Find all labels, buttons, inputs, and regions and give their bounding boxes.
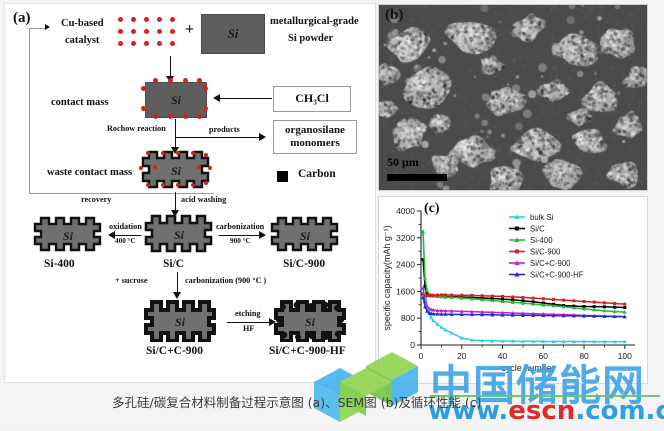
organosilane-box: organosilane monomers	[273, 120, 357, 154]
arrow-to-products-head	[259, 133, 266, 141]
contact-mass-block: Si	[145, 82, 207, 118]
arrow-carbonization-head	[259, 231, 266, 239]
arrow-carbonization	[219, 235, 261, 236]
sem-micrograph	[379, 5, 647, 190]
organosilane-line2: monomers	[290, 137, 340, 150]
recovery-frame-vertical	[29, 28, 30, 194]
svg-text:Si-400: Si-400	[530, 236, 553, 245]
watermark-cube-logo	[310, 352, 440, 426]
arrow-oxidation-head	[108, 231, 115, 239]
carbonization-label-line2: 900 °C	[230, 237, 251, 245]
carbonization-label-line1: carbonization	[216, 222, 264, 231]
catalyst-label-line2: catalyst	[65, 35, 99, 47]
svg-text:bulk Si: bulk Si	[530, 213, 554, 222]
svg-text:Si: Si	[174, 228, 185, 242]
svg-text:1600: 1600	[396, 286, 415, 296]
svg-text:Si: Si	[171, 164, 182, 178]
scale-bar	[387, 174, 447, 181]
svg-text:3200: 3200	[396, 233, 415, 243]
rochow-reaction-label: Rochow reaction	[107, 124, 166, 133]
waste-contact-mass-label: waste contact mass	[47, 167, 132, 179]
arrow-acid-washing	[175, 192, 176, 212]
scale-bar-label: 50 μm	[387, 155, 419, 170]
svg-text:specific capacity(mAh g⁻¹): specific capacity(mAh g⁻¹)	[382, 225, 392, 330]
svg-text:4000: 4000	[396, 206, 415, 216]
watermark-url-tld: .com.cn	[575, 396, 664, 426]
svg-text:Si/C-900: Si/C-900	[530, 248, 561, 257]
svg-text:800: 800	[401, 313, 415, 323]
arrow-sucrose-down	[177, 272, 178, 294]
arrow-etching	[227, 322, 271, 323]
carbonization900-label: carbonization (900 °C )	[185, 276, 266, 285]
recovery-label: recovery	[81, 195, 111, 204]
svg-text:Si: Si	[305, 315, 316, 329]
etching-label-line2: HF	[243, 324, 254, 333]
svg-text:Si: Si	[175, 315, 186, 329]
watermark-url-escn: escn	[508, 396, 575, 426]
si-powder-caption-line1: metallurgical-grade	[270, 16, 359, 28]
plus-sign-top: +	[185, 21, 194, 39]
sample-label-si-400: Si-400	[44, 258, 75, 271]
ch3cl-label: CH₃Cl	[295, 92, 329, 106]
si-powder-block-label: Si	[228, 26, 239, 42]
arrow-oxidation	[115, 235, 141, 236]
sucrose-label: + sucrose	[115, 276, 148, 285]
oxidation-label-line1: oxidation	[109, 222, 142, 231]
contact-mass-block-label: Si	[171, 93, 181, 108]
panel-a-label: (a)	[13, 10, 31, 27]
svg-text:Si/C+C-900: Si/C+C-900	[530, 259, 571, 268]
si-powder-caption-line2: Si powder	[288, 33, 333, 45]
arrow-to-contact-mass	[170, 56, 171, 78]
ch3cl-box: CH₃Cl	[273, 86, 351, 112]
figure-root: (a) recovery Cu-based catalyst + Si meta…	[0, 0, 664, 426]
sample-label-si-c: Si/C	[163, 258, 184, 271]
svg-text:0: 0	[410, 340, 415, 350]
svg-text:Si/C+C-900-HF: Si/C+C-900-HF	[530, 271, 584, 280]
figure-caption: 多孔硅/碳复合材料制备过程示意图 (a)、SEM图 (b)及循环性能 (c)	[112, 392, 481, 411]
recovery-frame-arrowhead	[45, 24, 50, 30]
si-400-particle: Si	[31, 216, 105, 254]
panel-b-label: (b)	[385, 7, 403, 24]
si-c-900-particle: Si	[268, 216, 342, 254]
products-label: products	[209, 125, 240, 134]
organosilane-line1: organosilane	[285, 124, 345, 137]
svg-text:2400: 2400	[396, 260, 415, 270]
si-c-c-900-particle: Si	[142, 300, 218, 342]
sample-label-si-c-c-900: Si/C+C-900	[146, 345, 203, 358]
contact-mass-label: contact mass	[51, 97, 108, 109]
etching-label-line1: etching	[235, 309, 260, 318]
arrow-ch3cl-to-contact	[220, 98, 272, 99]
svg-text:Si: Si	[63, 229, 74, 243]
panel-b-sem-image: (b) 50 μm	[378, 4, 648, 191]
si-c-c-900-hf-particle: Si	[271, 300, 349, 342]
arrow-ch3cl-head	[213, 94, 220, 102]
arrow-to-products	[175, 137, 261, 138]
arrow-rochow-down	[175, 119, 176, 149]
oxidation-label-line2: 400 °C	[115, 237, 136, 245]
sample-label-si-c-900: Si/C-900	[283, 258, 325, 271]
carbon-legend-label: Carbon	[298, 168, 336, 181]
svg-text:Si: Si	[300, 229, 311, 243]
si-c-particle: Si	[142, 214, 216, 254]
si-powder-block: Si	[201, 14, 265, 54]
arrow-sucrose-down-head	[173, 292, 181, 299]
catalyst-label-line1: Cu-based	[61, 18, 104, 30]
acid-washing-label: acid washing	[181, 195, 226, 204]
panel-a-schematic: (a) recovery Cu-based catalyst + Si meta…	[4, 3, 376, 383]
carbon-legend-swatch	[277, 171, 288, 182]
panel-c-label: (c)	[424, 201, 440, 217]
recovery-frame-horizontal	[29, 193, 214, 194]
svg-text:Si/C: Si/C	[530, 225, 545, 234]
